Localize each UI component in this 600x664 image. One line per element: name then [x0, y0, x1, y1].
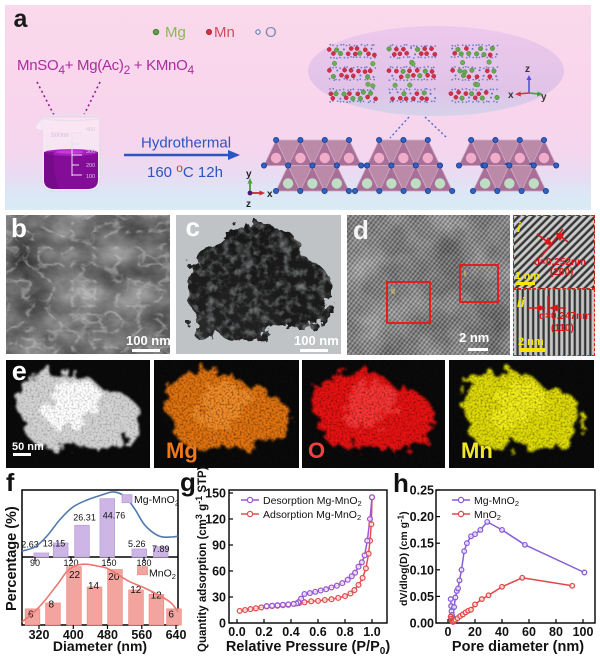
svg-text:Mg: Mg — [165, 24, 186, 41]
svg-text:50 nm: 50 nm — [12, 441, 44, 453]
svg-text:200: 200 — [86, 163, 95, 169]
svg-text:400: 400 — [63, 628, 84, 642]
svg-text:60: 60 — [522, 625, 536, 639]
svg-text:Quantity adsorption (cm3 g-1 S: Quantity adsorption (cm3 g-1 STP) — [194, 466, 209, 652]
svg-text:Mn: Mn — [214, 24, 235, 41]
svg-text:0.2: 0.2 — [255, 625, 272, 639]
svg-text:100: 100 — [86, 174, 95, 180]
svg-text:0.10: 0.10 — [410, 563, 434, 577]
svg-text:100 nm: 100 nm — [294, 333, 339, 348]
svg-text:e: e — [12, 360, 27, 386]
svg-text:12: 12 — [130, 585, 142, 596]
svg-text:150: 150 — [205, 487, 226, 501]
svg-text:30: 30 — [212, 591, 226, 605]
svg-text:a: a — [14, 5, 29, 33]
svg-text:Mn: Mn — [461, 438, 493, 463]
svg-text:320: 320 — [29, 628, 50, 642]
svg-text:8: 8 — [49, 600, 55, 611]
svg-text:z: z — [525, 64, 530, 75]
svg-text:ii: ii — [517, 294, 526, 310]
svg-text:O: O — [308, 438, 325, 463]
svg-text:26.31: 26.31 — [73, 513, 96, 523]
svg-text:0.8: 0.8 — [336, 625, 353, 639]
svg-text:20: 20 — [468, 625, 482, 639]
svg-text:22: 22 — [69, 570, 81, 581]
svg-text:90: 90 — [212, 539, 226, 553]
svg-text:0.20: 0.20 — [410, 510, 434, 524]
svg-text:0.05: 0.05 — [410, 590, 434, 604]
svg-text:0: 0 — [445, 625, 452, 639]
svg-text:MnO2: MnO2 — [149, 568, 176, 582]
svg-text:560: 560 — [131, 628, 152, 642]
svg-text:Percentage (%): Percentage (%) — [4, 506, 20, 611]
svg-text:1.0: 1.0 — [363, 625, 380, 639]
svg-text:MnO2: MnO2 — [474, 509, 501, 522]
svg-text:x: x — [508, 90, 514, 101]
svg-text:(200): (200) — [550, 267, 573, 278]
svg-text:2.63: 2.63 — [21, 540, 39, 550]
svg-text:z: z — [246, 199, 251, 210]
svg-text:x: x — [267, 189, 273, 200]
svg-text:480: 480 — [97, 628, 118, 642]
svg-text:180: 180 — [136, 558, 151, 568]
svg-text:7.89: 7.89 — [152, 544, 170, 554]
svg-text:y: y — [246, 169, 252, 180]
svg-text:c: c — [186, 215, 200, 242]
svg-text:80: 80 — [549, 625, 563, 639]
svg-text:Hydrothermal: Hydrothermal — [141, 135, 231, 152]
svg-text:12: 12 — [151, 591, 163, 602]
svg-text:(110): (110) — [551, 323, 574, 334]
svg-text:500ml: 500ml — [51, 132, 69, 139]
svg-text:Diameter (nm): Diameter (nm) — [53, 638, 147, 654]
svg-text:dV/dlog(D) (cm g-1): dV/dlog(D) (cm g-1) — [397, 511, 411, 606]
svg-text:0.15: 0.15 — [410, 537, 434, 551]
svg-text:2 nm: 2 nm — [518, 336, 544, 348]
svg-text:13.15: 13.15 — [43, 539, 66, 549]
svg-text:640: 640 — [166, 628, 187, 642]
svg-text:0.4: 0.4 — [282, 625, 299, 639]
svg-text:d=0.247nm: d=0.247nm — [539, 311, 591, 322]
svg-text:Mg: Mg — [166, 438, 198, 463]
svg-text:40: 40 — [495, 625, 509, 639]
svg-text:y: y — [541, 92, 547, 103]
svg-text:0.25: 0.25 — [410, 484, 434, 498]
svg-text:0.00: 0.00 — [410, 617, 434, 631]
svg-text:b: b — [11, 215, 27, 243]
svg-text:MnSO4+ Mg(Ac)2 + KMnO4: MnSO4+ Mg(Ac)2 + KMnO4 — [17, 57, 194, 77]
svg-text:20: 20 — [108, 572, 120, 583]
svg-text:160 oC 12h: 160 oC 12h — [147, 161, 223, 181]
svg-text:150: 150 — [101, 558, 116, 568]
svg-text:d: d — [353, 215, 369, 245]
svg-text:100 nm: 100 nm — [126, 333, 170, 348]
svg-text:ii: ii — [391, 286, 395, 296]
svg-text:300: 300 — [86, 149, 95, 155]
svg-text:0: 0 — [219, 617, 226, 631]
svg-text:120: 120 — [205, 513, 226, 527]
svg-text:0.6: 0.6 — [309, 625, 326, 639]
svg-text:100: 100 — [573, 625, 594, 639]
svg-text:d=0.252nm: d=0.252nm — [534, 257, 586, 268]
svg-text:Mg-MnO2: Mg-MnO2 — [134, 494, 179, 508]
svg-text:i: i — [464, 268, 466, 278]
svg-text:i: i — [517, 219, 522, 235]
svg-text:0.0: 0.0 — [228, 625, 245, 639]
svg-text:120: 120 — [63, 558, 78, 568]
svg-text:Pore diameter (nm): Pore diameter (nm) — [452, 639, 584, 655]
svg-text:1 nm: 1 nm — [515, 270, 540, 282]
svg-text:2 nm: 2 nm — [459, 330, 489, 345]
svg-text:Mg-MnO2: Mg-MnO2 — [474, 495, 519, 508]
svg-text:5.26: 5.26 — [128, 539, 146, 549]
svg-text:Adsorption Mg-MnO2: Adsorption Mg-MnO2 — [263, 509, 361, 522]
svg-text:60: 60 — [212, 565, 226, 579]
svg-text:Desorption Mg-MnO2: Desorption Mg-MnO2 — [263, 495, 362, 508]
svg-text:O: O — [265, 24, 277, 41]
svg-text:400: 400 — [86, 127, 95, 133]
svg-text:14: 14 — [88, 581, 100, 592]
svg-text:44.76: 44.76 — [103, 511, 126, 521]
svg-text:Relative Pressure (P/P0): Relative Pressure (P/P0) — [226, 639, 391, 657]
svg-text:6: 6 — [168, 610, 174, 621]
svg-text:90: 90 — [30, 558, 40, 568]
